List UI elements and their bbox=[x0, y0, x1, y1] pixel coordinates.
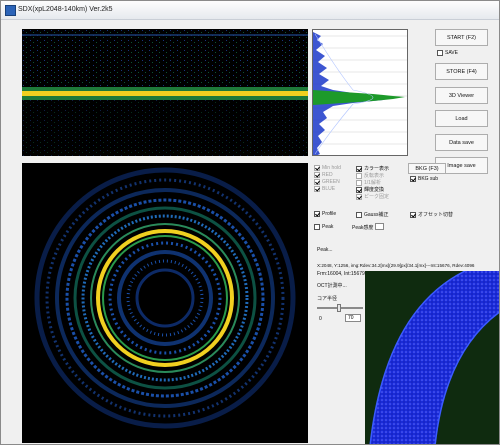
slider-value: 70 bbox=[348, 315, 354, 321]
red-label: RED bbox=[322, 172, 333, 178]
bkg-sub-checkbox[interactable]: BKG sub bbox=[410, 176, 438, 182]
3d-viewer-button[interactable]: 3D Viewer bbox=[435, 87, 488, 104]
data-save-button[interactable]: Data save bbox=[435, 134, 488, 151]
min-hold-checkbox[interactable]: Min hold bbox=[314, 165, 341, 171]
window-title: SDX(xpL2048-140km) Ver.2k5 bbox=[18, 6, 113, 13]
invert-display-checkbox[interactable]: 反転表示 bbox=[356, 172, 384, 179]
bkg-sub-box[interactable] bbox=[410, 176, 416, 182]
profile-checkbox[interactable]: Profile bbox=[314, 211, 336, 217]
bscan-image bbox=[22, 29, 308, 156]
luminance-label: 輝度変換 bbox=[364, 187, 385, 193]
rate-box[interactable] bbox=[356, 179, 362, 186]
bkg-sub-label: BKG sub bbox=[418, 176, 439, 182]
rate-checkbox[interactable]: 1/1解析 bbox=[356, 179, 381, 186]
peak-fix-checkbox[interactable]: ピーク固定 bbox=[356, 193, 389, 200]
invert-display-label: 反転表示 bbox=[364, 173, 385, 179]
save-checkbox-label: SAVE bbox=[445, 50, 458, 56]
blue-checkbox[interactable]: BLUE bbox=[314, 186, 335, 192]
slider-min-value: 0 bbox=[319, 316, 322, 322]
core-radius-label: コア半径 bbox=[317, 296, 338, 302]
peak-sensitivity-label: Peak感度 bbox=[352, 225, 374, 231]
enface-panel[interactable] bbox=[22, 163, 308, 443]
bscan-panel[interactable] bbox=[22, 29, 308, 156]
title-bar: SDX(xpL2048-140km) Ver.2k5 bbox=[1, 1, 499, 20]
peak-checkbox[interactable]: Peak bbox=[314, 224, 333, 230]
start-button[interactable]: START (F2) bbox=[435, 29, 488, 46]
enface-image bbox=[22, 163, 308, 443]
profile-plot bbox=[313, 32, 407, 155]
save-checkbox[interactable]: SAVE bbox=[437, 50, 458, 56]
peak-sensitivity-input[interactable] bbox=[375, 223, 384, 230]
profile-panel[interactable] bbox=[312, 29, 408, 156]
color-display-label: カラー表示 bbox=[364, 166, 390, 172]
save-checkbox-box[interactable] bbox=[437, 50, 443, 56]
color-display-box[interactable] bbox=[356, 165, 362, 172]
gauss-checkbox[interactable]: Gauss補正 bbox=[356, 211, 388, 218]
app-icon bbox=[5, 5, 16, 16]
peak-status-text: Peak... bbox=[317, 247, 333, 253]
gauss-box[interactable] bbox=[356, 211, 362, 218]
peak-box[interactable] bbox=[314, 224, 320, 230]
store-button[interactable]: STORE (F4) bbox=[435, 63, 488, 80]
coordinate-readout: X:2048, Y:1256, img:Rdev:34.2[mx](29.9[p… bbox=[317, 263, 475, 268]
red-box[interactable] bbox=[314, 172, 320, 178]
blue-label: BLUE bbox=[322, 186, 336, 192]
min-hold-label: Min hold bbox=[322, 165, 341, 171]
peak-fix-box[interactable] bbox=[356, 193, 362, 200]
peak-fix-label: ピーク固定 bbox=[364, 194, 390, 200]
green-checkbox[interactable]: GREEN bbox=[314, 179, 340, 185]
profile-box[interactable] bbox=[314, 211, 320, 217]
frame-readout: Frm:16004, Int:15679 bbox=[317, 271, 365, 277]
green-box[interactable] bbox=[314, 179, 320, 185]
red-checkbox[interactable]: RED bbox=[314, 172, 333, 178]
luminance-checkbox[interactable]: 輝度変換 bbox=[356, 186, 384, 193]
slider-thumb[interactable] bbox=[337, 304, 341, 312]
min-hold-box[interactable] bbox=[314, 165, 320, 171]
gauss-label: Gauss補正 bbox=[364, 212, 389, 218]
core-radius-slider[interactable] bbox=[317, 304, 363, 312]
fiber-closeup-image bbox=[365, 271, 499, 444]
bkg-button[interactable]: BKG (F3) bbox=[408, 163, 446, 174]
green-label: GREEN bbox=[322, 179, 340, 185]
blue-box[interactable] bbox=[314, 186, 320, 192]
load-button[interactable]: Load bbox=[435, 110, 488, 127]
peak-label: Peak bbox=[322, 224, 334, 230]
rate-label: 1/1解析 bbox=[364, 180, 381, 186]
offset-label: オフセット切替 bbox=[418, 212, 454, 218]
profile-label: Profile bbox=[322, 211, 337, 217]
measurement-status: OCT計測中... bbox=[317, 283, 347, 289]
slider-value-box[interactable]: 70 bbox=[345, 314, 361, 322]
color-display-checkbox[interactable]: カラー表示 bbox=[356, 165, 389, 172]
luminance-box[interactable] bbox=[356, 186, 362, 193]
invert-display-box[interactable] bbox=[356, 172, 362, 179]
fiber-closeup-photo bbox=[365, 271, 499, 444]
offset-box[interactable] bbox=[410, 211, 416, 218]
offset-checkbox[interactable]: オフセット切替 bbox=[410, 211, 453, 218]
